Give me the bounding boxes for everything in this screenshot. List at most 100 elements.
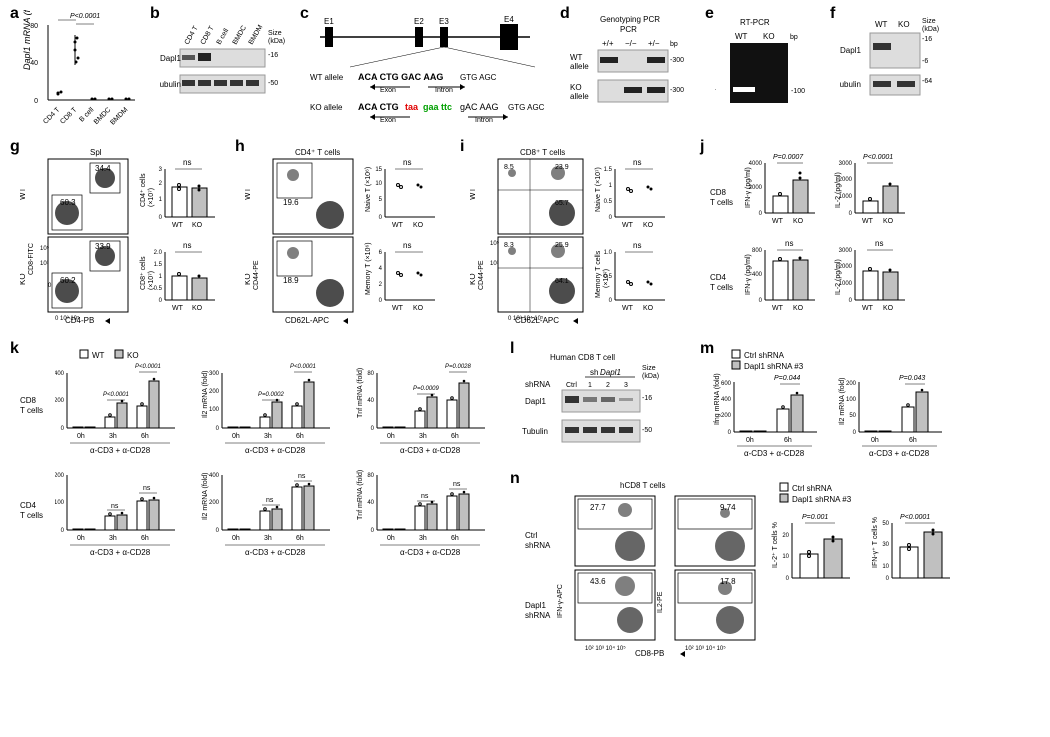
svg-text:17.8: 17.8	[720, 577, 736, 586]
svg-text:0: 0	[61, 426, 65, 432]
svg-text:400: 400	[209, 473, 220, 479]
svg-text:0: 0	[849, 211, 853, 217]
svg-text:KO: KO	[413, 222, 424, 229]
svg-text:ns: ns	[453, 481, 461, 488]
svg-text:α-CD3 + α-CD28: α-CD3 + α-CD28	[245, 548, 306, 557]
svg-text:α-CD3 + α-CD28: α-CD3 + α-CD28	[400, 446, 461, 455]
svg-text:Tnf mRNA (fold): Tnf mRNA (fold)	[357, 470, 364, 520]
panel-g-label: g	[10, 138, 20, 156]
svg-text:KO: KO	[643, 222, 654, 229]
svg-text:Ctrl: Ctrl	[566, 382, 577, 389]
svg-text:P=0.001: P=0.001	[802, 514, 828, 521]
svg-text:Il2 mRNA (fold): Il2 mRNA (fold)	[839, 378, 846, 425]
svg-text:34.4: 34.4	[95, 164, 111, 173]
svg-text:KO: KO	[20, 273, 27, 285]
svg-text:65.7: 65.7	[555, 200, 569, 207]
svg-text:ns: ns	[633, 241, 641, 250]
svg-text:WT: WT	[862, 305, 874, 312]
svg-text:0: 0	[371, 528, 375, 534]
svg-text:ns: ns	[183, 241, 191, 250]
svg-text:ACA CTG GAC AAG: ACA CTG GAC AAG	[358, 72, 443, 82]
svg-text:6h: 6h	[296, 535, 304, 542]
svg-text:Ctrl shRNA: Ctrl shRNA	[744, 351, 785, 360]
panel-f-label: f	[830, 5, 835, 23]
svg-text:α-CD3 + α-CD28: α-CD3 + α-CD28	[90, 548, 151, 557]
svg-text:4000: 4000	[749, 161, 763, 167]
svg-text:Memory T cells: Memory T cells	[595, 250, 602, 298]
svg-text:P<0.0001: P<0.0001	[900, 514, 930, 521]
svg-text:IFN-γ-APC: IFN-γ-APC	[557, 584, 564, 618]
svg-text:0 10³ 10⁴ 10⁵: 0 10³ 10⁴ 10⁵	[508, 315, 544, 322]
svg-text:GTG AGC: GTG AGC	[460, 73, 497, 82]
svg-text:(kDa): (kDa)	[268, 38, 285, 45]
svg-text:ns: ns	[298, 473, 306, 480]
svg-text:600: 600	[721, 381, 732, 387]
svg-text:Exon: Exon	[380, 87, 396, 94]
svg-text:30: 30	[882, 542, 889, 548]
svg-text:1: 1	[159, 274, 163, 280]
svg-text:10: 10	[782, 554, 789, 560]
svg-text:6h: 6h	[141, 535, 149, 542]
svg-text:α-CD3 + α-CD28: α-CD3 + α-CD28	[245, 446, 306, 455]
svg-text:0: 0	[379, 215, 383, 221]
svg-text:ns: ns	[143, 485, 151, 492]
svg-text:ns: ns	[421, 493, 429, 500]
svg-text:Dapl1: Dapl1	[525, 601, 546, 610]
svg-text:0h: 0h	[232, 433, 240, 440]
svg-text:+/+: +/+	[602, 39, 614, 48]
svg-text:P<0.0001: P<0.0001	[863, 154, 893, 161]
svg-text:T cells: T cells	[710, 198, 733, 207]
svg-text:0: 0	[849, 298, 853, 304]
svg-text:Dapl1: Dapl1	[160, 54, 181, 63]
svg-text:KO: KO	[898, 20, 910, 29]
svg-text:19.6: 19.6	[283, 198, 299, 207]
svg-text:0 10³ 10⁵: 0 10³ 10⁵	[55, 315, 80, 322]
svg-text:10³: 10³	[40, 261, 49, 267]
svg-text:P<0.0001: P<0.0001	[135, 364, 161, 370]
svg-text:0h: 0h	[387, 433, 395, 440]
svg-text:Tubulin: Tubulin	[522, 427, 548, 436]
svg-text:gAC AAG: gAC AAG	[460, 102, 499, 112]
svg-text:Dapl1 shRNA #3: Dapl1 shRNA #3	[744, 362, 804, 371]
svg-text:Il2 mRNA (fold): Il2 mRNA (fold)	[202, 473, 209, 520]
svg-text:23.9: 23.9	[555, 164, 569, 171]
svg-text:300: 300	[209, 371, 220, 377]
svg-text:(kDa): (kDa)	[922, 26, 939, 33]
panel-a-label: a	[10, 5, 19, 23]
svg-text:CD44-PE: CD44-PE	[478, 260, 485, 290]
svg-text:Naive T (×10⁶): Naive T (×10⁶)	[365, 167, 372, 212]
svg-text:0: 0	[216, 426, 220, 432]
svg-text:Spl: Spl	[90, 148, 102, 157]
svg-text:KO: KO	[883, 218, 894, 225]
svg-text:1: 1	[588, 382, 592, 389]
panel-h-label: h	[235, 138, 245, 156]
panel-k-cd4-charts: Ifng mRNA (fold) 0 100 200 ns ns 0h 3h 6…	[55, 460, 535, 560]
svg-text:KO: KO	[413, 305, 424, 312]
svg-text:CD8⁺ T cells: CD8⁺ T cells	[520, 148, 565, 157]
svg-text:WT: WT	[20, 187, 27, 200]
panel-i: CD8⁺ T cells WT 8.5 23.9 65.7 KO 8.3 25.…	[470, 145, 700, 330]
svg-text:P<0.0001: P<0.0001	[70, 13, 100, 20]
svg-text:CD62L-APC: CD62L-APC	[285, 316, 329, 325]
svg-text:allele: allele	[570, 92, 589, 101]
svg-text:P=0.044: P=0.044	[774, 375, 800, 382]
svg-text:3000: 3000	[839, 161, 853, 167]
svg-text:0: 0	[34, 98, 38, 105]
svg-text:Genotyping PCR: Genotyping PCR	[600, 15, 660, 24]
svg-text:200: 200	[846, 381, 857, 387]
svg-text:CD8⁺ cells: CD8⁺ cells	[140, 256, 147, 290]
svg-text:10² 10³ 10⁴ 10⁵: 10² 10³ 10⁴ 10⁵	[685, 645, 726, 652]
svg-text:5: 5	[379, 197, 383, 203]
panel-i-label: i	[460, 138, 464, 156]
svg-text:1: 1	[159, 197, 163, 203]
panel-a-chart: Dapl1 mRNA (fold) 0 40 80 CD4 T CD8 T B …	[20, 10, 150, 140]
svg-text:15: 15	[375, 167, 382, 173]
svg-text:80: 80	[367, 473, 374, 479]
svg-text:3h: 3h	[419, 433, 427, 440]
svg-text:WT: WT	[172, 222, 184, 229]
svg-text:0: 0	[853, 430, 857, 436]
svg-text:20: 20	[782, 533, 789, 539]
svg-text:Dapl1: Dapl1	[525, 397, 546, 406]
svg-text:0h: 0h	[77, 433, 85, 440]
svg-text:+/−: +/−	[648, 39, 660, 48]
